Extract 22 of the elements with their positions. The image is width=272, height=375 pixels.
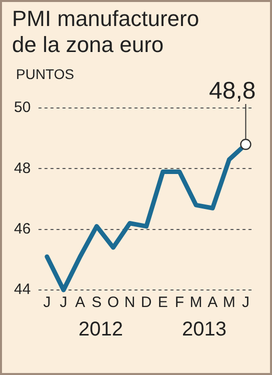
- text: 2012: [78, 318, 124, 341]
- y-tick-label: 44: [14, 281, 31, 298]
- x-tick-label: A: [75, 294, 86, 312]
- data-label: 48,8: [209, 78, 256, 105]
- x-tick-label: M: [222, 294, 236, 312]
- x-tick-label: J: [242, 294, 250, 312]
- text: 2013: [182, 318, 227, 341]
- x-tick-label: N: [124, 294, 136, 312]
- x-tick-label: F: [174, 294, 184, 312]
- y-axis-title: PUNTOS: [16, 66, 74, 82]
- x-tick-label: A: [208, 294, 218, 312]
- y-tick-label: 48: [14, 160, 31, 177]
- x-tick-label: M: [190, 294, 202, 312]
- x-tick-label: O: [107, 294, 120, 312]
- y-tick-label: 50: [14, 99, 31, 116]
- x-tick-label: J: [60, 294, 68, 312]
- x-tick-label: J: [43, 294, 51, 312]
- chart-title: PMI manufacturero de la zona euro: [12, 6, 200, 58]
- x-tick-label: E: [158, 294, 168, 312]
- x-tick-label: D: [140, 294, 152, 312]
- y-tick-label: 46: [14, 220, 31, 238]
- x-tick-label: S: [92, 294, 102, 312]
